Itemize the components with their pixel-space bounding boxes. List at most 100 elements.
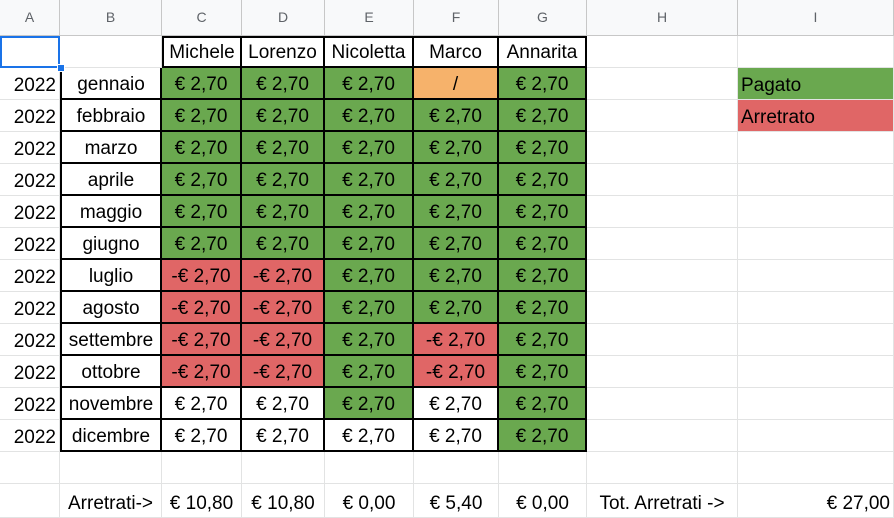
payment-cell[interactable]: € 2,70 xyxy=(499,260,587,292)
payment-cell[interactable]: € 2,70 xyxy=(499,388,587,420)
payment-cell[interactable]: € 2,70 xyxy=(242,132,325,164)
payment-cell[interactable]: € 2,70 xyxy=(242,388,325,420)
payment-cell[interactable]: € 2,70 xyxy=(414,196,499,228)
payment-cell[interactable]: € 2,70 xyxy=(242,228,325,260)
payment-cell[interactable]: € 2,70 xyxy=(325,100,414,132)
payment-cell[interactable]: € 2,70 xyxy=(162,228,242,260)
payment-cell[interactable]: € 2,70 xyxy=(325,324,414,356)
payment-cell[interactable]: -€ 2,70 xyxy=(242,356,325,388)
year-cell[interactable]: 2022 xyxy=(0,100,60,132)
payment-cell[interactable]: € 2,70 xyxy=(162,196,242,228)
payment-cell[interactable]: € 2,70 xyxy=(414,228,499,260)
cell-h[interactable] xyxy=(587,228,738,260)
empty-cell[interactable] xyxy=(325,452,414,484)
payment-cell[interactable]: € 2,70 xyxy=(325,132,414,164)
payment-cell[interactable]: € 2,70 xyxy=(499,228,587,260)
payment-cell[interactable]: € 2,70 xyxy=(325,420,414,452)
cell-h[interactable] xyxy=(587,260,738,292)
payment-cell[interactable]: € 2,70 xyxy=(414,164,499,196)
payment-cell[interactable]: € 2,70 xyxy=(414,260,499,292)
month-cell[interactable]: settembre xyxy=(60,324,162,356)
year-cell[interactable]: 2022 xyxy=(0,324,60,356)
year-cell[interactable]: 2022 xyxy=(0,260,60,292)
cell-a15[interactable] xyxy=(0,484,60,518)
total-value[interactable]: € 10,80 xyxy=(242,484,325,518)
column-header-c[interactable]: C xyxy=(162,0,242,36)
cell-h[interactable] xyxy=(587,324,738,356)
month-cell[interactable]: marzo xyxy=(60,132,162,164)
payment-cell[interactable]: € 2,70 xyxy=(499,100,587,132)
month-cell[interactable]: giugno xyxy=(60,228,162,260)
payment-cell[interactable]: € 2,70 xyxy=(325,292,414,324)
payment-cell[interactable]: € 2,70 xyxy=(162,100,242,132)
empty-cell[interactable] xyxy=(242,452,325,484)
payment-cell[interactable]: € 2,70 xyxy=(414,132,499,164)
cell-h[interactable] xyxy=(587,196,738,228)
cell-h[interactable] xyxy=(587,388,738,420)
year-cell[interactable]: 2022 xyxy=(0,356,60,388)
payment-cell[interactable]: € 2,70 xyxy=(499,356,587,388)
payment-cell[interactable]: € 2,70 xyxy=(414,292,499,324)
payment-cell[interactable]: / xyxy=(414,68,499,100)
year-cell[interactable]: 2022 xyxy=(0,420,60,452)
payment-cell[interactable]: € 2,70 xyxy=(414,100,499,132)
payment-cell[interactable]: -€ 2,70 xyxy=(162,260,242,292)
month-cell[interactable]: agosto xyxy=(60,292,162,324)
column-header-e[interactable]: E xyxy=(325,0,414,36)
grand-total-label[interactable]: Tot. Arretrati -> xyxy=(587,484,738,518)
month-cell[interactable]: dicembre xyxy=(60,420,162,452)
payment-cell[interactable]: € 2,70 xyxy=(242,164,325,196)
month-cell[interactable]: luglio xyxy=(60,260,162,292)
year-cell[interactable]: 2022 xyxy=(0,196,60,228)
month-cell[interactable]: gennaio xyxy=(60,68,162,100)
name-header[interactable]: Nicoletta xyxy=(325,36,414,68)
fill-handle[interactable] xyxy=(57,64,65,72)
cell-i[interactable] xyxy=(738,292,894,324)
payment-cell[interactable]: -€ 2,70 xyxy=(242,324,325,356)
year-cell[interactable]: 2022 xyxy=(0,292,60,324)
totals-label[interactable]: Arretrati-> xyxy=(60,484,162,518)
payment-cell[interactable]: € 2,70 xyxy=(325,356,414,388)
name-header[interactable]: Marco xyxy=(414,36,499,68)
payment-cell[interactable]: -€ 2,70 xyxy=(242,260,325,292)
column-header-d[interactable]: D xyxy=(242,0,325,36)
payment-cell[interactable]: € 2,70 xyxy=(162,388,242,420)
cell-a1[interactable] xyxy=(0,36,60,68)
payment-cell[interactable]: € 2,70 xyxy=(162,164,242,196)
cell-i[interactable] xyxy=(738,356,894,388)
payment-cell[interactable]: € 2,70 xyxy=(499,292,587,324)
cell-i[interactable] xyxy=(738,388,894,420)
empty-cell[interactable] xyxy=(414,452,499,484)
grand-total-value[interactable]: € 27,00 xyxy=(738,484,894,518)
total-value[interactable]: € 10,80 xyxy=(162,484,242,518)
year-cell[interactable]: 2022 xyxy=(0,164,60,196)
year-cell[interactable]: 2022 xyxy=(0,132,60,164)
month-cell[interactable]: aprile xyxy=(60,164,162,196)
month-cell[interactable]: maggio xyxy=(60,196,162,228)
column-header-b[interactable]: B xyxy=(60,0,162,36)
payment-cell[interactable]: -€ 2,70 xyxy=(162,356,242,388)
legend-paid[interactable]: Pagato xyxy=(738,68,894,100)
year-cell[interactable]: 2022 xyxy=(0,228,60,260)
payment-cell[interactable]: € 2,70 xyxy=(499,196,587,228)
cell-b1[interactable] xyxy=(60,36,162,68)
cell-i[interactable] xyxy=(738,324,894,356)
payment-cell[interactable]: € 2,70 xyxy=(162,132,242,164)
payment-cell[interactable]: € 2,70 xyxy=(325,164,414,196)
column-header-g[interactable]: G xyxy=(499,0,587,36)
cell-i[interactable] xyxy=(738,196,894,228)
payment-cell[interactable]: € 2,70 xyxy=(414,420,499,452)
total-value[interactable]: € 0,00 xyxy=(325,484,414,518)
empty-cell[interactable] xyxy=(587,452,738,484)
cell-h[interactable] xyxy=(587,356,738,388)
column-header-i[interactable]: I xyxy=(738,0,894,36)
payment-cell[interactable]: -€ 2,70 xyxy=(162,324,242,356)
empty-cell[interactable] xyxy=(738,452,894,484)
payment-cell[interactable]: € 2,70 xyxy=(242,196,325,228)
payment-cell[interactable]: -€ 2,70 xyxy=(162,292,242,324)
payment-cell[interactable]: € 2,70 xyxy=(499,420,587,452)
name-header[interactable]: Michele xyxy=(162,36,242,68)
payment-cell[interactable]: -€ 2,70 xyxy=(414,324,499,356)
payment-cell[interactable]: € 2,70 xyxy=(414,388,499,420)
payment-cell[interactable]: € 2,70 xyxy=(499,132,587,164)
